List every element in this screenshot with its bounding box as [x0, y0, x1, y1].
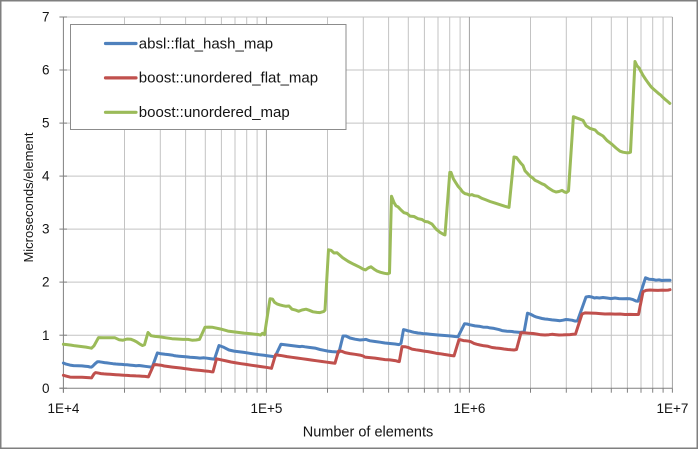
- svg-text:boost::unordered_map: boost::unordered_map: [139, 104, 290, 121]
- svg-text:1E+6: 1E+6: [453, 401, 485, 416]
- svg-text:5: 5: [42, 116, 50, 131]
- svg-text:7: 7: [42, 10, 50, 25]
- svg-text:1E+4: 1E+4: [47, 401, 79, 416]
- svg-text:0: 0: [42, 381, 50, 396]
- svg-text:Microseconds/element: Microseconds/element: [21, 132, 36, 262]
- svg-text:Number of elements: Number of elements: [303, 425, 434, 441]
- svg-text:1E+7: 1E+7: [656, 401, 688, 416]
- svg-text:1: 1: [42, 328, 50, 343]
- svg-text:boost::unordered_flat_map: boost::unordered_flat_map: [139, 70, 318, 87]
- svg-text:absl::flat_hash_map: absl::flat_hash_map: [139, 35, 273, 52]
- svg-text:6: 6: [42, 63, 50, 78]
- svg-text:1E+5: 1E+5: [250, 401, 282, 416]
- svg-text:2: 2: [42, 275, 50, 290]
- svg-text:3: 3: [42, 222, 50, 237]
- svg-text:4: 4: [42, 169, 50, 184]
